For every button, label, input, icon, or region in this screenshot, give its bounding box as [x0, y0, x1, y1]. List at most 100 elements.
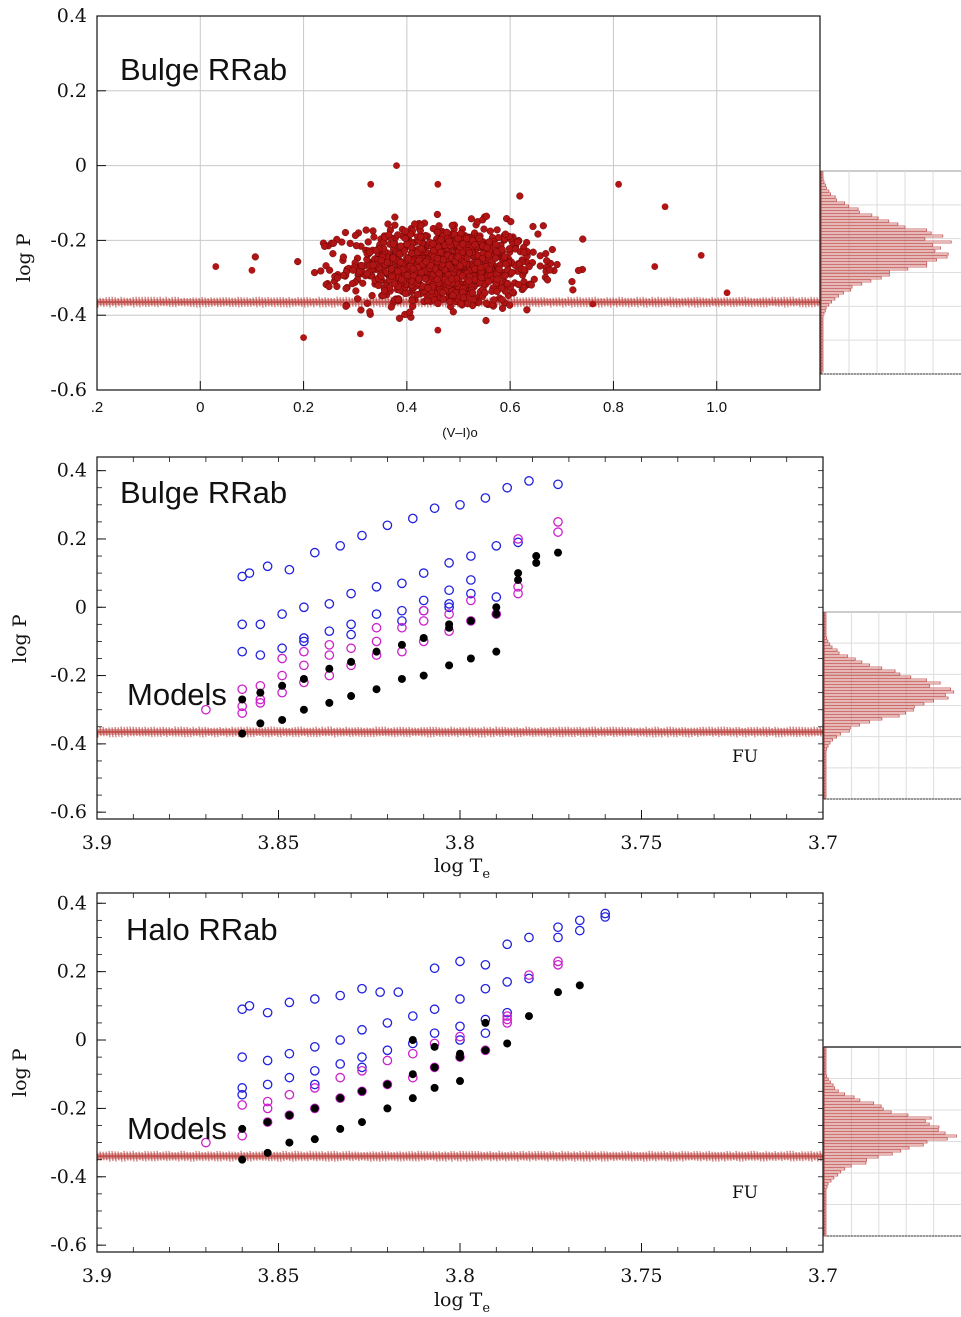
model-point-blue [444, 558, 454, 568]
reference-marker [792, 296, 795, 307]
reference-marker [588, 726, 591, 737]
reference-marker [672, 297, 675, 308]
histogram-bar [823, 699, 934, 703]
reference-marker [582, 1151, 585, 1162]
model-point-magenta [335, 1072, 346, 1083]
reference-marker [219, 1151, 222, 1162]
histogram-bar [823, 789, 827, 793]
model-point-magenta [309, 1103, 320, 1114]
reference-marker [387, 727, 390, 737]
reference-marker [354, 1151, 357, 1161]
model-point-blue [284, 997, 295, 1008]
model-point-blue [466, 588, 476, 599]
data-point [333, 282, 341, 291]
histogram-bar [820, 336, 824, 340]
reference-marker [315, 297, 318, 307]
reference-marker [195, 727, 198, 737]
reference-marker [576, 726, 579, 737]
model-point-magenta [284, 1110, 295, 1121]
data-point [448, 221, 456, 230]
reference-marker [642, 727, 645, 737]
reference-marker [207, 297, 210, 308]
x-tick-label: 3.7 [808, 832, 838, 854]
model-point-black [419, 671, 428, 680]
reference-marker [708, 726, 711, 737]
data-point [467, 215, 476, 223]
reference-marker [660, 297, 663, 308]
model-point-black [524, 1012, 533, 1021]
data-point [417, 244, 425, 253]
reference-marker [633, 727, 636, 737]
x-tick-label: 3.9 [82, 832, 112, 854]
reference-marker [486, 1151, 489, 1161]
reference-marker [348, 1150, 351, 1161]
histogram-bar [823, 777, 827, 781]
model-point-magenta [262, 1096, 273, 1107]
model-point-blue [480, 959, 491, 970]
model-point-magenta [553, 956, 563, 967]
reference-marker [660, 1151, 663, 1161]
reference-marker [645, 726, 648, 738]
reference-marker [105, 1151, 108, 1161]
reference-marker [162, 726, 165, 737]
model-point-blue [262, 561, 273, 572]
model-point-magenta [255, 698, 266, 708]
histogram-bar [823, 672, 901, 676]
reference-marker [198, 297, 201, 308]
reference-marker [417, 727, 420, 737]
reference-marker [153, 296, 156, 307]
reference-marker [729, 297, 732, 308]
reference-marker [192, 726, 195, 737]
histogram-bar [823, 759, 827, 763]
model-point-magenta [237, 708, 248, 718]
x-tick-label: 3.9 [82, 1265, 112, 1287]
data-point [389, 240, 397, 248]
reference-marker [744, 1152, 747, 1161]
data-point [413, 290, 422, 299]
reference-marker [708, 1150, 711, 1161]
x-tick-label: 3.7 [808, 1265, 838, 1287]
reference-marker [546, 727, 549, 738]
histogram-bar [823, 1062, 827, 1066]
reference-marker [555, 297, 558, 307]
reference-marker [225, 297, 228, 307]
reference-marker [531, 727, 534, 737]
reference-marker [783, 1151, 786, 1161]
model-point-blue [277, 643, 287, 654]
data-point [492, 240, 500, 248]
reference-marker [621, 296, 624, 308]
model-point-blue [324, 626, 335, 637]
x-axis-label: log Te [434, 855, 490, 882]
data-point [483, 244, 491, 252]
reference-marker [543, 727, 546, 737]
reference-marker [513, 296, 516, 308]
histogram-bar [823, 1134, 957, 1138]
model-point-blue [455, 956, 465, 967]
reference-marker [357, 1151, 360, 1162]
histogram-bar [820, 306, 827, 310]
reference-marker [210, 297, 213, 307]
y-tick-label: -0.6 [50, 801, 87, 823]
data-point [384, 220, 392, 228]
model-point-black [336, 1094, 345, 1103]
histogram-bar [823, 708, 914, 712]
model-point-blue [309, 994, 320, 1004]
histogram-bar [823, 1149, 902, 1153]
reference-marker [144, 1150, 147, 1162]
x-tick-label: 0.4 [396, 399, 417, 416]
reference-marker [804, 726, 807, 737]
reference-marker [129, 726, 132, 737]
histogram-bar [823, 696, 949, 700]
reference-marker [609, 1152, 612, 1161]
histogram-bar [823, 654, 849, 658]
reference-marker [801, 1151, 804, 1162]
data-point [381, 287, 389, 295]
reference-marker [411, 727, 414, 737]
model-point-blue [444, 602, 454, 613]
data-point [357, 306, 365, 314]
reference-marker [315, 1151, 318, 1162]
reference-marker [336, 727, 339, 737]
data-point [490, 296, 498, 304]
reference-marker [495, 726, 498, 737]
model-point-blue [357, 1062, 367, 1073]
